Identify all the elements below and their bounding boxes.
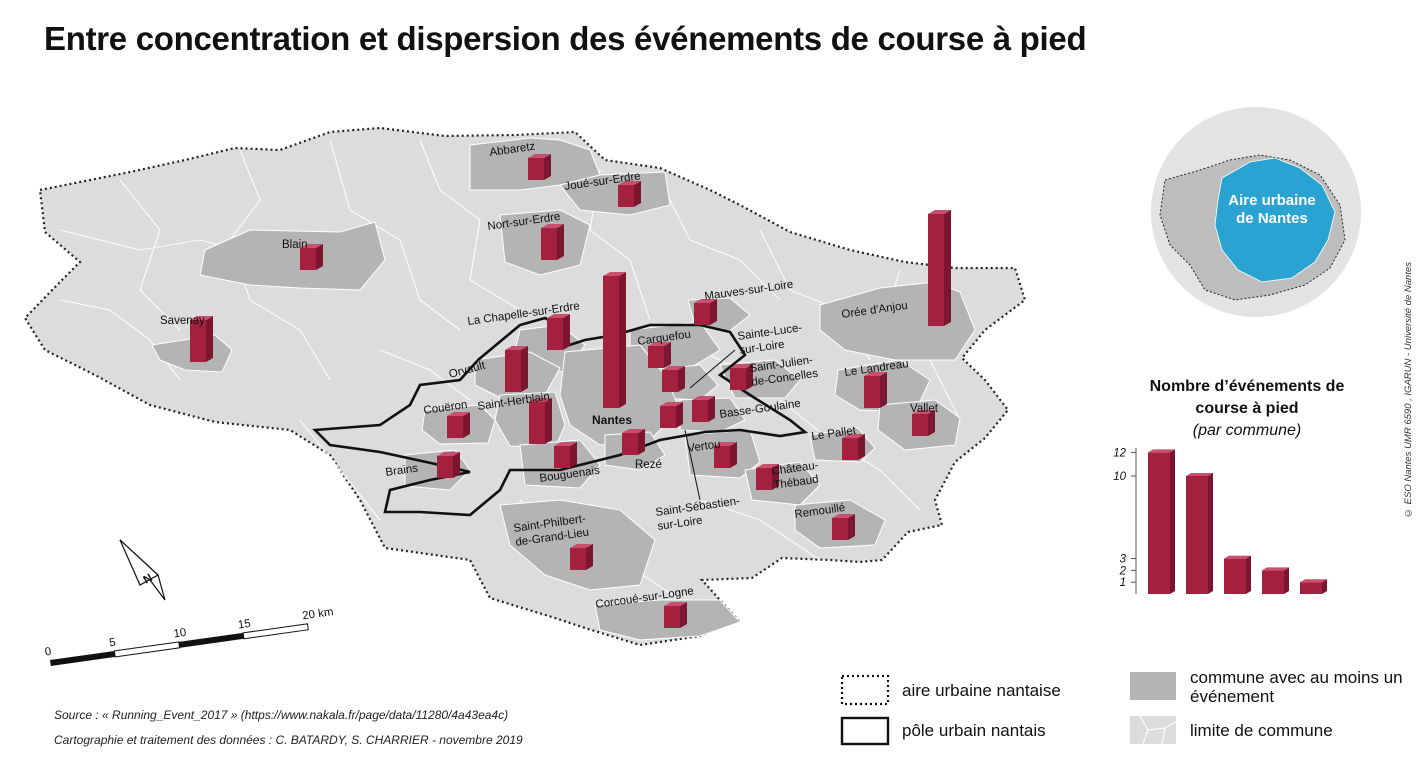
label-vallet: Vallet: [910, 403, 939, 415]
bar-saint-julien-de-concelles: [730, 364, 753, 390]
bar-saint-sebastien-sur-loire: [660, 402, 683, 428]
legend-commune-event-symbol: [1130, 672, 1176, 700]
leader-lines: [684, 349, 736, 501]
legend-size-title: Nombre d’événements de course à pied (pa…: [1140, 376, 1354, 442]
label-blain: Blain: [282, 239, 308, 251]
source-line: Source : « Running_Event_2017 » (https:/…: [54, 708, 509, 722]
copyright-text: © ESO Nantes UMR 6590 , IGARUN - Univers…: [1403, 262, 1414, 518]
legend-limite-commune-label: limite de commune: [1190, 721, 1333, 740]
legend-pole-urbain-symbol: [840, 716, 890, 746]
bar-vallet: [912, 410, 935, 436]
north-arrow-icon: N: [119, 539, 166, 601]
legend-bar: [1186, 473, 1213, 594]
bar-bouguenais: [554, 442, 577, 468]
scale-label: 15: [237, 618, 251, 632]
scale-label: 0: [44, 646, 52, 659]
map-title: Entre concentration et dispersion des év…: [44, 20, 1087, 57]
legend-commune-event-label: commune avec au moins un événement: [1190, 668, 1403, 706]
scale-label: 5: [108, 637, 116, 650]
legend-bar: [1148, 449, 1175, 594]
legend-size-chart: 12 10 321: [1113, 447, 1327, 594]
bar-orvault: [505, 346, 528, 392]
legend-bar: [1300, 579, 1327, 594]
bar-carquefou: [648, 342, 671, 368]
bar-sainte-luce-sur-loire: [662, 366, 685, 392]
bar-saint-philbert-de-grand-lieu: [570, 544, 593, 570]
bar-savenay: [190, 316, 213, 362]
legend-tick-label: 2: [1119, 565, 1127, 577]
bar-basse-goulaine: [692, 396, 715, 422]
bar-mauves-sur-loire: [694, 299, 717, 325]
bar-blain: [300, 244, 323, 270]
bar-nort-sur-erdre: [541, 224, 564, 260]
communes-with-events: [151, 137, 976, 641]
legend-aire-urbaine-label: aire urbaine nantaise: [902, 681, 1061, 700]
bar-joue-sur-erdre: [618, 181, 641, 207]
inset-urban-area: [1214, 157, 1336, 283]
label-savenay: Savenay: [160, 315, 205, 327]
bar-reze: [622, 429, 645, 455]
bar-le-landreau: [864, 372, 887, 408]
label-brains: Brains: [385, 463, 419, 479]
bar-chateau-thebaud: [756, 464, 779, 490]
bar-nantes: [603, 272, 626, 408]
legend-pole-urbain-label: pôle urbain nantais: [902, 721, 1046, 740]
legend-aire-urbaine-symbol: [840, 674, 890, 706]
legend-tick-label: 10: [1113, 471, 1126, 483]
scale-label: 20 km: [302, 606, 335, 622]
bar-vertou: [714, 442, 737, 468]
bar-oree-d-anjou: [928, 210, 951, 326]
legend-bar: [1262, 567, 1289, 594]
pole-urbain-outline: [312, 316, 809, 517]
bar-remouille: [832, 514, 855, 540]
bar-abbaretz: [528, 154, 551, 180]
legend-tick-label: 3: [1120, 554, 1127, 566]
legend-bar: [1224, 555, 1251, 594]
scale-label: 10: [173, 627, 187, 641]
legend-size-subtitle: (par commune): [1192, 422, 1302, 439]
bar-coueron: [447, 412, 470, 438]
credits-line: Cartographie et traitement des données :…: [54, 733, 523, 747]
inset-label: Aire urbaine de Nantes: [1228, 192, 1316, 227]
bar-le-pallet: [842, 434, 865, 460]
label-reze: Rezé: [635, 459, 662, 471]
scale-bar: 0 5 10 15 20 km: [44, 606, 335, 666]
label-vertou: Vertou: [687, 438, 722, 455]
event-bars: [190, 154, 951, 628]
legend-tick-label: 1: [1120, 577, 1126, 589]
bar-saint-herblain: [529, 398, 552, 444]
bar-la-chapelle-sur-erdre: [547, 314, 570, 350]
label-nantes: Nantes: [592, 413, 632, 427]
bar-brains: [437, 452, 460, 478]
legend-tick-label: 12: [1113, 447, 1126, 459]
bar-corcoue-sur-logne: [664, 602, 687, 628]
legend-limite-commune-symbol: [1130, 715, 1177, 745]
